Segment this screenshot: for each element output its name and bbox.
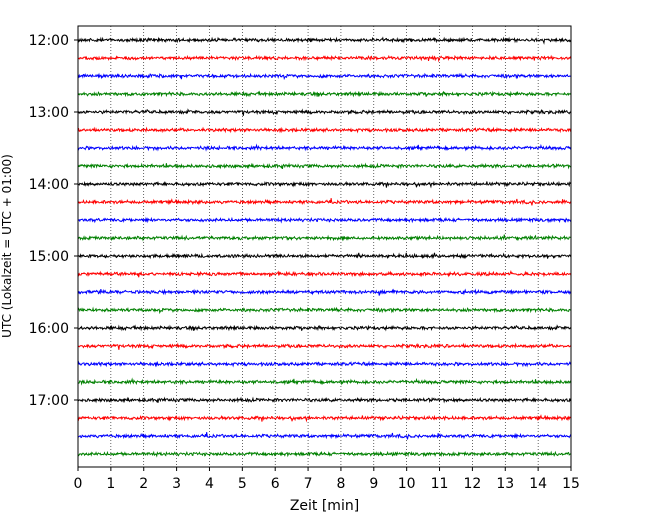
seismic-traces <box>77 36 572 458</box>
trace-line <box>77 288 572 296</box>
trace-line <box>77 126 572 134</box>
x-tick-label: 8 <box>336 476 345 492</box>
x-tick-label: 10 <box>398 476 416 492</box>
y-tick-label: 17:00 <box>29 393 69 409</box>
x-tick-label: 2 <box>139 476 148 492</box>
trace-line <box>77 234 572 242</box>
x-tick-label: 6 <box>271 476 280 492</box>
trace-line <box>77 180 572 189</box>
x-tick-label: 3 <box>172 476 181 492</box>
trace-line <box>77 54 572 63</box>
trace-line <box>77 342 572 350</box>
trace-line <box>77 216 572 224</box>
y-tick-label: 15:00 <box>29 249 69 265</box>
trace-line <box>77 432 572 440</box>
trace-line <box>77 396 571 404</box>
trace-line <box>77 252 572 260</box>
trace-line <box>77 143 572 152</box>
trace-line <box>77 108 572 116</box>
trace-line <box>77 306 572 315</box>
x-tick-label: 12 <box>463 476 481 492</box>
trace-line <box>77 270 572 278</box>
x-tick-label: 0 <box>74 476 83 492</box>
y-tick-label: 16:00 <box>29 321 69 337</box>
x-tick-label: 13 <box>496 476 514 492</box>
trace-line <box>77 36 572 45</box>
x-tick-label: 1 <box>106 476 115 492</box>
trace-line <box>77 72 572 81</box>
trace-line <box>77 90 572 98</box>
trace-line <box>77 360 572 368</box>
x-tick-label: 9 <box>369 476 378 492</box>
x-axis-ticks: 0 1 2 3 4 5 6 7 8 9 10 11 12 13 14 15 <box>74 467 580 492</box>
x-tick-label: 14 <box>529 476 547 492</box>
x-tick-label: 5 <box>238 476 247 492</box>
x-tick-label: 4 <box>205 476 214 492</box>
x-tick-label: 15 <box>562 476 580 492</box>
trace-line <box>77 324 572 332</box>
x-tick-label: 11 <box>431 476 449 492</box>
y-axis-ticks: 12:00 13:00 14:00 15:00 16:00 17:00 <box>29 33 78 409</box>
trace-line <box>77 450 572 458</box>
trace-line <box>77 198 572 206</box>
trace-line <box>77 414 572 423</box>
x-axis-label: Zeit [min] <box>290 498 359 514</box>
y-tick-label: 12:00 <box>29 33 69 49</box>
y-axis-label: UTC (Lokalzeit = UTC + 01:00) <box>0 154 14 338</box>
y-tick-label: 13:00 <box>29 105 69 121</box>
trace-line <box>77 377 572 386</box>
trace-line <box>77 162 572 170</box>
x-tick-label: 7 <box>304 476 313 492</box>
plot-frame <box>77 25 572 468</box>
y-tick-label: 14:00 <box>29 177 69 193</box>
